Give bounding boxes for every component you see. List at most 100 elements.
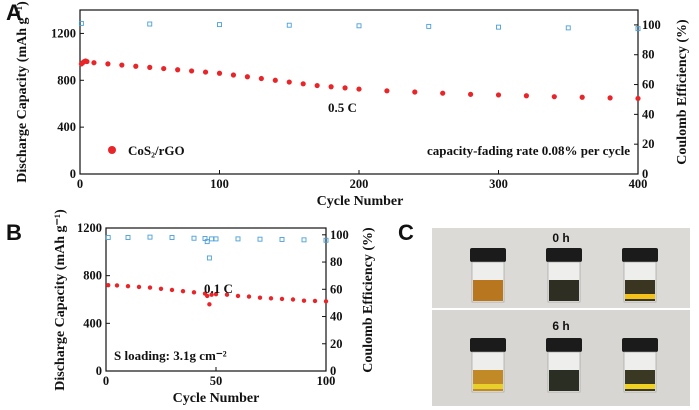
- chart-a-fading-label: capacity-fading rate 0.08% per cycle: [427, 143, 630, 158]
- chart-a-xtick-label: 400: [629, 177, 648, 191]
- chart-b-ce-point: [204, 239, 210, 245]
- chart-a-capacity-point: [635, 95, 641, 102]
- chart-a-y2label: Coulomb Efficiency (%): [675, 19, 690, 165]
- chart-b-ce-point: [191, 235, 197, 241]
- chart-a-capacity-point: [412, 89, 418, 95]
- chart-a-legend-label: CoS₂/rGO: [128, 143, 185, 158]
- panel-b-label: B: [6, 220, 22, 245]
- chart-a-capacity-point: [105, 61, 111, 67]
- vial-sediment: [625, 384, 655, 389]
- chart-a-ce-point: [286, 22, 292, 28]
- chart-a-capacity-point: [579, 94, 585, 100]
- photo-6h-label: 6 h: [552, 319, 569, 333]
- chart-b-capacity-point: [209, 292, 214, 297]
- chart-b-y2tick-label: 100: [330, 228, 349, 242]
- chart-a-xtick-label: 300: [489, 177, 508, 191]
- vial-sediment: [625, 294, 655, 299]
- chart-a-capacity-point: [133, 63, 139, 69]
- chart-a-capacity-point: [216, 70, 223, 76]
- chart-a-ce-point: [147, 21, 153, 27]
- chart-b-ce-point: [213, 236, 219, 242]
- chart-a-capacity-point: [272, 77, 278, 83]
- vial-solution: [549, 370, 579, 391]
- chart-a-ce-point: [356, 23, 362, 29]
- chart-a-capacity-point: [230, 72, 237, 78]
- chart-b-ce-point: [209, 236, 215, 242]
- chart-b-ytick-label: 1200: [77, 221, 102, 235]
- chart-b-rate-label: 0.1 C: [204, 281, 233, 296]
- chart-b-xtick-label: 0: [103, 374, 109, 388]
- chart-a-capacity-point: [523, 93, 530, 99]
- chart-b-y2tick-label: 20: [330, 337, 343, 351]
- chart-b-y2tick-label: 80: [330, 255, 343, 269]
- chart-a-rate-label: 0.5 C: [328, 100, 357, 115]
- chart-b-ce-point: [301, 237, 307, 243]
- chart-a-capacity-point: [286, 79, 292, 85]
- chart-a-capacity-point: [147, 64, 153, 70]
- chart-b-ce-point: [105, 235, 111, 240]
- photo-0h-label: 0 h: [552, 231, 569, 245]
- chart-b-ylabel: Discharge Capacity (mAh g⁻¹): [53, 209, 68, 391]
- chart-a-legend-marker: [108, 146, 116, 154]
- chart-b-loading-label: S loading: 3.1g cm⁻²: [114, 348, 227, 363]
- chart-a-capacity-point: [202, 69, 209, 75]
- chart-a-y2tick-label: 100: [642, 18, 661, 32]
- chart-b-ytick-label: 400: [83, 316, 102, 330]
- vial-cap: [470, 338, 506, 352]
- vial-solution: [473, 280, 503, 301]
- chart-b-y2tick-label: 0: [330, 364, 336, 378]
- vial-cap: [546, 248, 582, 262]
- chart-b-ce-point: [206, 255, 212, 261]
- chart-a-ytick-label: 400: [57, 120, 76, 134]
- chart-b-ce-point: [323, 237, 329, 243]
- chart-b-capacity-point: [158, 286, 164, 291]
- chart-a-capacity-point: [161, 65, 167, 72]
- chart-a-y2tick-label: 60: [642, 78, 655, 92]
- chart-b-ytick-label: 800: [83, 269, 102, 283]
- chart-a-capacity-point: [328, 84, 334, 90]
- chart-a-xtick-label: 200: [350, 177, 369, 191]
- photo-panel-c: 0 h 6 h: [432, 228, 690, 406]
- chart-a-capacity-point: [119, 62, 125, 68]
- chart-a-ce-point: [426, 23, 432, 29]
- chart-b-ce-point: [279, 236, 285, 242]
- chart-a-capacity-point: [356, 86, 362, 92]
- chart-a-ytick-label: 0: [70, 167, 76, 181]
- chart-a-y2tick-label: 40: [642, 107, 655, 121]
- chart-b-xtick-label: 50: [210, 374, 223, 388]
- chart-b-ce-point: [235, 236, 241, 242]
- chart-b-capacity-point: [235, 293, 241, 299]
- chart-a-capacity-point: [314, 82, 320, 89]
- chart-a-capacity-point: [342, 85, 348, 91]
- chart-a-capacity-point: [440, 90, 446, 96]
- vial-solution: [549, 280, 579, 301]
- chart-b-xlabel: Cycle Number: [173, 391, 260, 406]
- vial-sediment: [473, 384, 503, 389]
- chart-b-capacity-point: [180, 288, 186, 294]
- chart-a-y2tick-label: 80: [642, 48, 655, 62]
- chart-b-ce-point: [257, 236, 263, 242]
- chart-b-capacity-point: [125, 283, 131, 289]
- chart-a-ce-point: [78, 20, 84, 26]
- chart-a-capacity-point: [91, 60, 97, 66]
- chart-a-capacity-point: [175, 67, 181, 73]
- chart-b-capacity-point: [290, 297, 296, 302]
- chart-b-ytick-label: 0: [96, 364, 102, 378]
- chart-a-capacity-point: [84, 58, 90, 65]
- chart-b-y2tick-label: 40: [330, 310, 343, 324]
- chart-a-ylabel: Discharge Capacity (mAh g⁻¹): [15, 1, 30, 183]
- chart-a-ytick-label: 1200: [51, 26, 76, 40]
- chart-b-capacity-point: [136, 284, 142, 290]
- chart-b-y2tick-label: 60: [330, 282, 343, 296]
- chart-b-ce-point: [169, 235, 175, 240]
- chart-a-capacity-point: [551, 94, 557, 100]
- chart-b-capacity-point: [279, 296, 285, 302]
- vial-cap: [622, 338, 658, 352]
- panel-a-label: A: [6, 0, 22, 25]
- chart-a-y2tick-label: 20: [642, 137, 655, 151]
- vial-cap: [546, 338, 582, 352]
- chart-b-capacity-point: [323, 299, 329, 304]
- chart-b-capacity-point: [224, 292, 230, 297]
